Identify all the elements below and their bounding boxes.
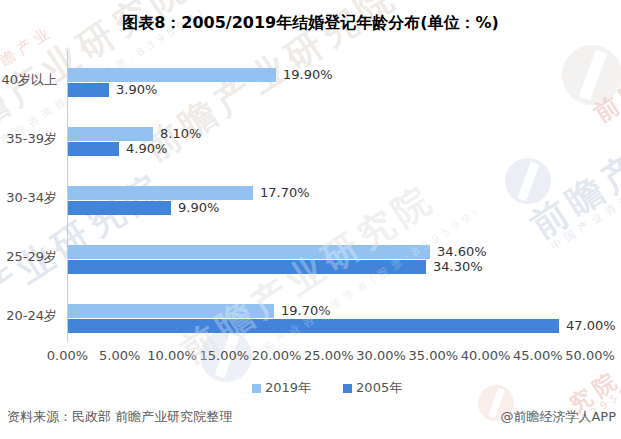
legend-item-2019年[interactable]: 2019年 xyxy=(252,379,311,397)
x-axis-tick-label: 0.00% xyxy=(47,348,88,363)
value-label: 8.10% xyxy=(160,127,201,141)
bar-2005年-20-24岁 xyxy=(68,319,559,333)
value-label: 19.90% xyxy=(283,68,333,82)
category-label: 35-39岁 xyxy=(0,131,57,146)
watermark-text: 中国产业咨询领导者(股票:839599) xyxy=(246,203,485,366)
value-label: 17.70% xyxy=(260,186,310,200)
chart-title: 图表8：2005/2019年结婚登记年龄分布(单位：%) xyxy=(0,13,621,34)
watermark-logo xyxy=(505,158,551,204)
x-axis-tick-label: 10.00% xyxy=(147,348,197,363)
legend-item-2005年[interactable]: 2005年 xyxy=(343,379,402,397)
legend-label: 2005年 xyxy=(356,379,402,397)
legend-swatch xyxy=(343,384,352,393)
watermark-text: 中国产业咨询领导者(股票:839599) xyxy=(548,91,621,254)
watermark-overlay: 前瞻产业研究院中国产业咨询领导者(股票:839599) xyxy=(0,0,621,439)
watermark-layer: 前瞻产业研究院中国产业咨询领导者(股票:839599)前瞻产业研究院前瞻产业研究… xyxy=(0,0,621,439)
category-label: 25-29岁 xyxy=(0,249,57,264)
bar-2019年-30-34岁 xyxy=(68,186,253,200)
credit-note: @前瞻经济学人APP xyxy=(500,408,616,426)
watermark-logo xyxy=(562,45,621,105)
value-label: 19.70% xyxy=(281,304,331,318)
chart-page: 前瞻产业研究院中国产业咨询领导者(股票:839599)前瞻产业研究院前瞻产业研究… xyxy=(0,0,621,439)
category-label: 40岁以上 xyxy=(0,72,57,87)
watermark-text: 中国产业咨询领导者(股票:839599) xyxy=(246,203,485,366)
bar-2005年-40岁以上 xyxy=(68,83,109,97)
x-axis-tick-label: 15.00% xyxy=(199,348,249,363)
x-axis-tick-label: 45.00% xyxy=(513,348,563,363)
category-label: 20-24岁 xyxy=(0,308,57,323)
value-label: 47.00% xyxy=(566,319,616,333)
value-label: 3.90% xyxy=(116,83,157,97)
watermark-text: 前瞻 xyxy=(588,70,621,130)
bar-2019年-35-39岁 xyxy=(68,127,153,141)
value-label: 9.90% xyxy=(178,201,219,215)
value-label: 34.30% xyxy=(433,260,483,274)
value-label: 4.90% xyxy=(126,142,167,156)
bar-2019年-40岁以上 xyxy=(68,68,276,82)
x-axis-tick-label: 40.00% xyxy=(461,348,511,363)
legend-swatch xyxy=(252,384,261,393)
x-axis-tick-label: 35.00% xyxy=(408,348,458,363)
x-axis-tick-label: 5.00% xyxy=(99,348,140,363)
x-axis-tick-label: 25.00% xyxy=(304,348,354,363)
legend-label: 2019年 xyxy=(265,379,311,397)
bar-2005年-25-29岁 xyxy=(68,260,426,274)
value-label: 34.60% xyxy=(437,245,487,259)
x-axis-tick-label: 20.00% xyxy=(252,348,302,363)
x-axis-tick-label: 50.00% xyxy=(565,348,615,363)
bar-2005年-35-39岁 xyxy=(68,142,119,156)
bar-2019年-20-24岁 xyxy=(68,304,274,318)
bar-2005年-30-34岁 xyxy=(68,201,171,215)
category-label: 30-34岁 xyxy=(0,190,57,205)
bar-2019年-25-29岁 xyxy=(68,245,430,259)
x-axis-tick-label: 30.00% xyxy=(356,348,406,363)
legend: 2019年 2005年 xyxy=(252,379,402,397)
footer: 资料来源：民政部 前瞻产业研究院整理 @前瞻经济学人APP xyxy=(7,408,616,426)
watermark-text: 前瞻产业研究院 xyxy=(522,49,621,250)
source-note: 资料来源：民政部 前瞻产业研究院整理 xyxy=(7,408,232,426)
